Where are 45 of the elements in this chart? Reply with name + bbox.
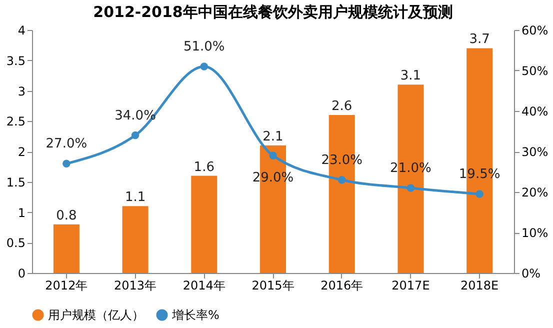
- point: [406, 184, 415, 192]
- legend-label: 用户规模（亿人）: [48, 308, 144, 322]
- y-tick-label: 1: [18, 206, 26, 220]
- y2-tick-label: 40%: [522, 104, 548, 118]
- x-tick-label: 2016年: [320, 278, 364, 292]
- data-label: 2.6: [332, 99, 352, 114]
- y-tick-label: 3.5: [6, 54, 26, 68]
- y2-tick-label: 60%: [522, 24, 548, 38]
- point: [200, 62, 208, 70]
- point: [338, 176, 346, 184]
- y2-tick-label: 50%: [522, 64, 548, 78]
- y-tick-label: 4: [18, 24, 26, 38]
- data-label: 0.8: [56, 208, 77, 224]
- x-tick-label: 2012年: [45, 278, 88, 292]
- x-tick-label: 2014年: [182, 278, 226, 292]
- point: [131, 131, 140, 140]
- bar: [53, 224, 80, 273]
- y-tick-label: 2: [18, 145, 26, 159]
- y-tick-label: 0.5: [6, 236, 26, 250]
- x-tick-label: 2017E: [392, 278, 430, 292]
- chart-title: 2012-2018年中国在线餐饮外卖用户规模统计及预测: [93, 3, 453, 21]
- point: [476, 190, 484, 198]
- y2-tick-label: 0%: [522, 266, 541, 280]
- data-label: 51.0%: [183, 39, 225, 54]
- data-label: 3.7: [469, 32, 490, 48]
- data-label: 2.1: [262, 129, 284, 144]
- data-label: 3.1: [400, 68, 422, 84]
- point: [269, 152, 277, 160]
- bar: [122, 206, 148, 273]
- y2-tick-label: 30%: [522, 145, 548, 159]
- data-label: 1.1: [124, 190, 146, 206]
- data-label: 1.6: [194, 160, 214, 175]
- bar: [191, 176, 218, 273]
- x-tick-label: 2015年: [252, 278, 294, 292]
- x-tick-label: 2018E: [460, 278, 499, 292]
- legend-label: 增长率%: [171, 308, 220, 322]
- y-tick-label: 2.5: [6, 114, 26, 129]
- point: [62, 160, 70, 168]
- y-tick-label: 3: [18, 84, 26, 98]
- y2-tick-label: 20%: [522, 186, 548, 200]
- x-tick-label: 2013年: [114, 278, 157, 292]
- y-tick-label: 0: [18, 266, 26, 280]
- y2-tick-label: 10%: [522, 226, 548, 240]
- y-tick-label: 1.5: [6, 175, 26, 190]
- data-label: 27.0%: [46, 136, 88, 152]
